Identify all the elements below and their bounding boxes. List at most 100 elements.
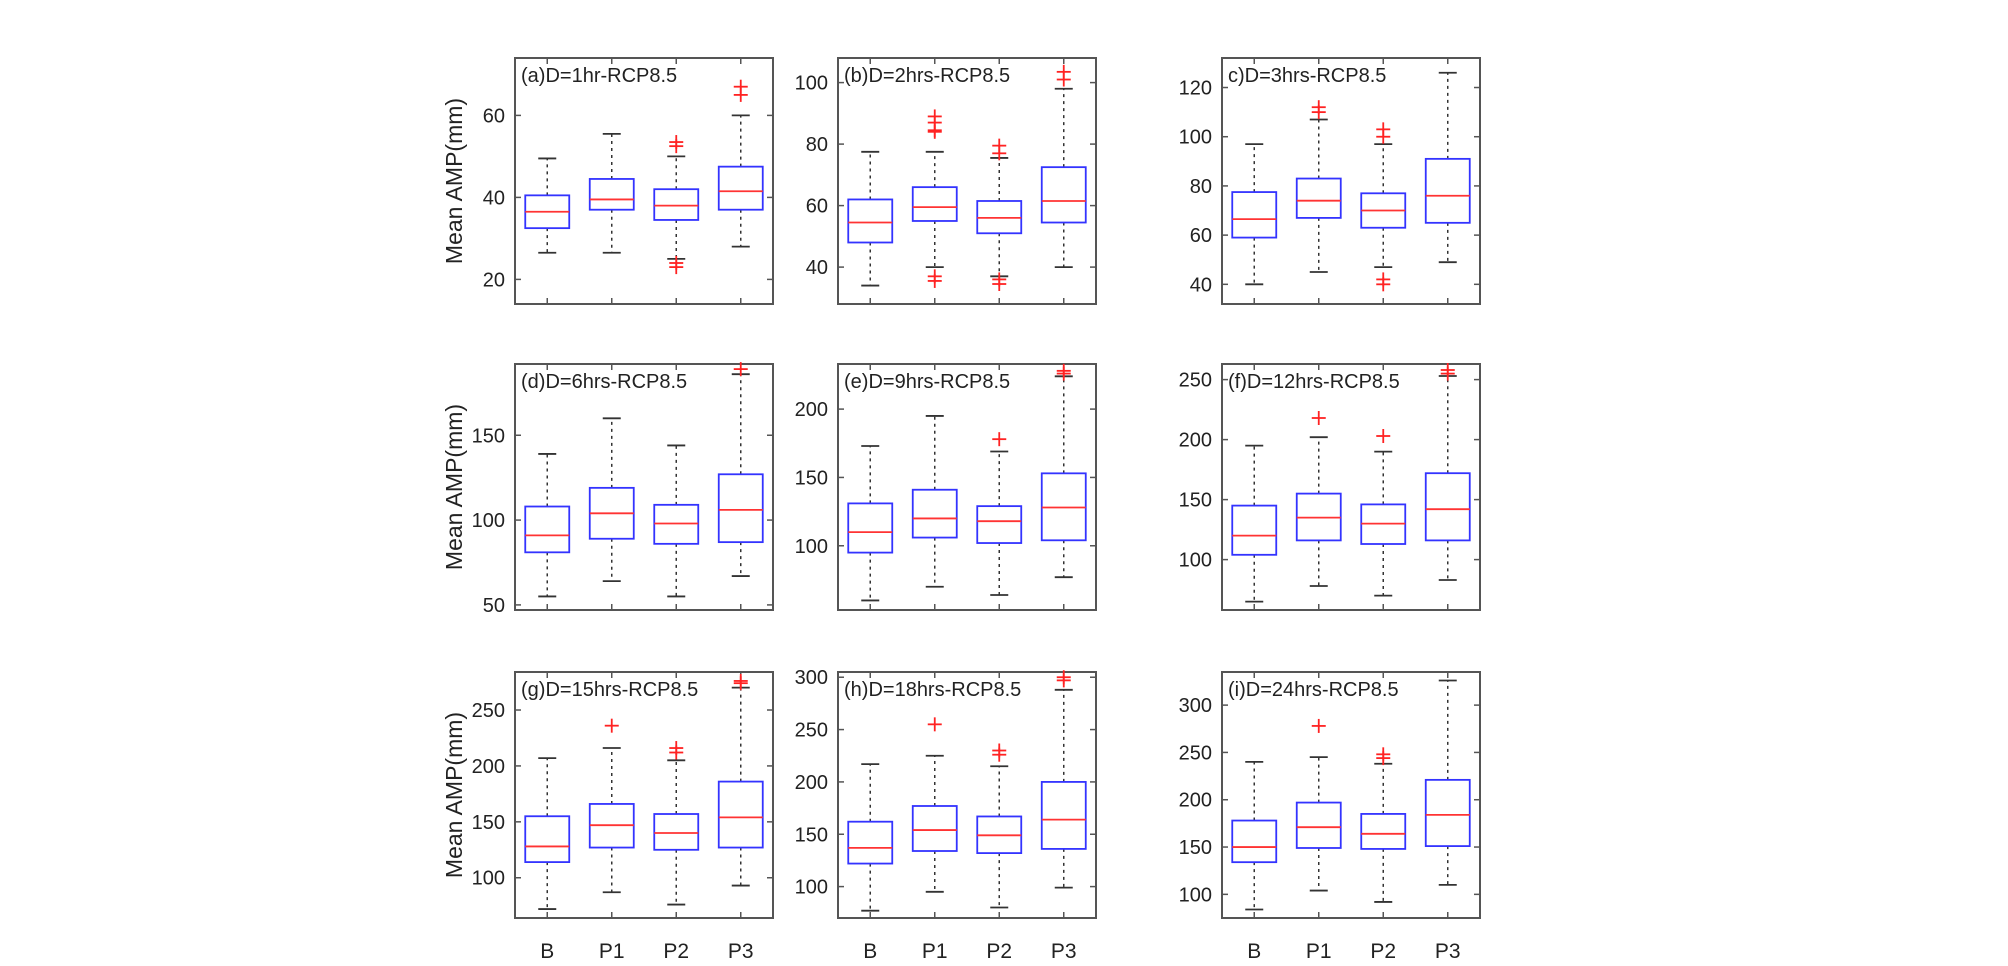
panel-title: (d)D=6hrs-RCP8.5 bbox=[521, 371, 687, 393]
y-tick-label: 250 bbox=[1179, 370, 1212, 392]
iqr-box bbox=[1424, 472, 1471, 542]
y-tick-label: 200 bbox=[795, 772, 828, 794]
box-P2 bbox=[1360, 747, 1407, 903]
box-P2 bbox=[653, 444, 700, 598]
x-tick-label: P1 bbox=[599, 940, 625, 963]
plot-frame bbox=[514, 57, 774, 305]
x-tick-label: P3 bbox=[1051, 940, 1077, 963]
iqr-box bbox=[1231, 504, 1278, 556]
panel-title: (b)D=2hrs-RCP8.5 bbox=[844, 65, 1010, 87]
y-tick-label: 100 bbox=[472, 510, 505, 532]
iqr-box bbox=[717, 165, 764, 211]
outlier-marker bbox=[992, 747, 1007, 762]
y-tick-label: 150 bbox=[795, 824, 828, 846]
plot-frame bbox=[514, 363, 774, 611]
box-B bbox=[847, 150, 894, 287]
y-tick-label: 80 bbox=[1190, 176, 1212, 198]
outlier-marker bbox=[1376, 751, 1391, 766]
box-P1 bbox=[1295, 411, 1342, 587]
panel-title: (h)D=18hrs-RCP8.5 bbox=[844, 679, 1021, 701]
box-P1 bbox=[911, 717, 958, 893]
box-P3 bbox=[717, 673, 764, 887]
iqr-box bbox=[588, 178, 635, 211]
box-P2 bbox=[1360, 429, 1407, 597]
y-axis-label: Mean AMP(mm) bbox=[441, 404, 467, 570]
y-tick-label: 200 bbox=[795, 399, 828, 421]
outlier-marker bbox=[1376, 277, 1391, 292]
outlier-marker bbox=[1311, 105, 1326, 120]
plot-frame bbox=[1221, 57, 1481, 305]
y-axis-label: Mean AMP(mm) bbox=[441, 712, 467, 878]
panel-title: (g)D=15hrs-RCP8.5 bbox=[521, 679, 698, 701]
panel-e: 100 150 200 (e)D=9hrs-RCP8.5 bbox=[795, 363, 1097, 611]
y-tick-label: 50 bbox=[483, 595, 505, 617]
outlier-marker bbox=[927, 717, 942, 732]
y-tick-label: 20 bbox=[483, 269, 505, 291]
iqr-box bbox=[1040, 166, 1087, 224]
box-P2 bbox=[976, 432, 1023, 596]
iqr-box bbox=[1040, 781, 1087, 850]
box-P3 bbox=[717, 362, 764, 577]
box-P1 bbox=[588, 132, 635, 254]
outlier-marker bbox=[669, 139, 684, 154]
x-tick-label: B bbox=[1247, 940, 1261, 963]
panel-title: c)D=3hrs-RCP8.5 bbox=[1228, 65, 1386, 87]
iqr-box bbox=[911, 186, 958, 222]
panel-title: (f)D=12hrs-RCP8.5 bbox=[1228, 371, 1400, 393]
outlier-marker bbox=[1056, 363, 1071, 378]
y-tick-label: 100 bbox=[795, 536, 828, 558]
y-tick-label: 100 bbox=[795, 877, 828, 899]
box-P2 bbox=[976, 743, 1023, 909]
box-P2 bbox=[653, 135, 700, 275]
box-P1 bbox=[588, 417, 635, 583]
panel-g: 100 150 200 250 B P1 P2 P3 (g)D=15hrs-RCP8.5 Mean… bbox=[441, 671, 774, 963]
y-tick-label: 150 bbox=[1179, 837, 1212, 859]
y-tick-label: 60 bbox=[1190, 225, 1212, 247]
iqr-box bbox=[1231, 191, 1278, 239]
panel-title: (e)D=9hrs-RCP8.5 bbox=[844, 371, 1010, 393]
box-B bbox=[847, 763, 894, 912]
box-P1 bbox=[911, 415, 958, 588]
outlier-marker bbox=[1056, 72, 1071, 87]
iqr-box bbox=[717, 473, 764, 544]
panel-b: 40 60 80 100 (b)D=2hrs-RCP8.5 bbox=[795, 57, 1097, 305]
y-tick-label: 250 bbox=[1179, 742, 1212, 764]
panel-title: (a)D=1hr-RCP8.5 bbox=[521, 65, 677, 87]
x-tick-label: P1 bbox=[922, 940, 948, 963]
outlier-marker bbox=[669, 260, 684, 275]
panel-i: 100 150 200 250 300 B P1 P2 P3 (i)D=24hrs-RCP8.5 bbox=[1179, 671, 1481, 963]
box-P1 bbox=[1295, 718, 1342, 892]
y-tick-label: 100 bbox=[472, 868, 505, 890]
panel-h: 100 150 200 250 300 B P1 P2 P3 (h)D=18hrs-RCP8.5 bbox=[795, 667, 1097, 963]
x-tick-label: P1 bbox=[1306, 940, 1332, 963]
y-tick-label: 100 bbox=[1179, 550, 1212, 572]
box-B bbox=[524, 157, 571, 254]
outlier-marker bbox=[733, 362, 748, 377]
iqr-box bbox=[653, 813, 700, 851]
panel-c: 40 60 80 100 120 c)D=3hrs-RCP8.5 bbox=[1179, 57, 1481, 305]
y-tick-label: 60 bbox=[483, 105, 505, 127]
box-P3 bbox=[1424, 679, 1471, 886]
iqr-box bbox=[1295, 177, 1342, 219]
box-P3 bbox=[1040, 363, 1087, 579]
x-tick-label: B bbox=[863, 940, 877, 963]
iqr-box bbox=[653, 188, 700, 221]
y-tick-label: 200 bbox=[1179, 790, 1212, 812]
iqr-box bbox=[911, 805, 958, 852]
iqr-box bbox=[524, 505, 571, 554]
y-tick-label: 40 bbox=[1190, 274, 1212, 296]
y-tick-label: 120 bbox=[1179, 78, 1212, 100]
outlier-marker bbox=[992, 146, 1007, 161]
outlier-marker bbox=[1056, 670, 1071, 685]
panel-d: 50 100 150 (d)D=6hrs-RCP8.5 Mean AMP(mm) bbox=[441, 362, 774, 617]
box-P3 bbox=[1424, 363, 1471, 581]
box-B bbox=[1231, 760, 1278, 911]
box-B bbox=[1231, 444, 1278, 603]
box-B bbox=[1231, 143, 1278, 286]
outlier-marker bbox=[1376, 129, 1391, 144]
panel-a: 20 40 60 (a)D=1hr-RCP8.5 Mean AMP(mm) bbox=[441, 57, 774, 305]
iqr-box bbox=[1424, 157, 1471, 224]
x-tick-label: P2 bbox=[663, 940, 689, 963]
x-tick-label: P3 bbox=[728, 940, 754, 963]
iqr-box bbox=[524, 815, 571, 863]
